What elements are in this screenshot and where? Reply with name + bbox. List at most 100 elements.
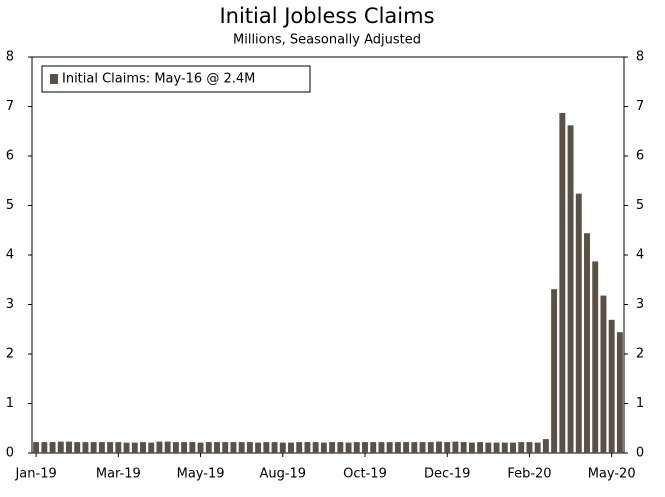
chart-subtitle: Millions, Seasonally Adjusted [233,33,421,48]
bar [82,442,89,453]
y-tick-label: 3 [6,297,14,312]
bar [616,332,623,453]
bar [353,442,360,453]
bar [263,442,270,453]
bar [205,442,212,453]
bar [378,442,385,453]
bar [394,442,401,453]
y2-tick-label: 7 [636,99,644,114]
bar [156,441,163,453]
bar [370,442,377,453]
bar [444,442,451,453]
y2-tick-label: 4 [636,248,644,263]
bar [534,442,541,453]
bar [246,442,253,453]
bar [427,442,434,453]
bar [172,442,179,453]
bar [501,442,508,453]
x-tick-label: May-19 [177,467,225,482]
bar [131,442,138,453]
bar [181,442,188,453]
x-tick-label: Jan-19 [14,467,56,482]
x-tick-label: Aug-19 [259,467,306,482]
bar [304,442,311,453]
bar [452,441,459,453]
bar [345,442,352,453]
bar [600,295,607,453]
bar [567,125,574,453]
bar [271,442,278,453]
bar [436,441,442,453]
bar [559,112,566,453]
bar [66,441,72,453]
bar [41,442,48,453]
y-tick-label: 0 [6,446,14,461]
bar [510,442,516,453]
bar [575,193,582,453]
y2-tick-label: 6 [636,149,644,164]
bar [197,442,204,453]
legend-label: Initial Claims: May-16 @ 2.4M [62,72,255,87]
x-tick-label: Oct-19 [343,467,387,482]
bar [214,442,220,453]
bar [468,442,475,453]
bar [90,442,97,453]
y2-tick-label: 0 [636,446,644,461]
bar [542,439,549,453]
bar [255,442,262,453]
bar [312,442,319,453]
bar [49,442,56,453]
bar [57,441,64,453]
bar [33,442,40,453]
x-tick-label: Dec-19 [424,467,470,482]
bar [329,442,336,453]
x-tick-label: May-20 [588,467,636,482]
legend-box [41,65,311,93]
x-tick-label: Mar-19 [96,467,141,482]
bar [526,442,533,453]
y2-tick-label: 5 [636,198,644,213]
bar [403,442,410,453]
y-tick-label: 5 [6,198,14,213]
bar [148,442,155,453]
chart-title: Initial Jobless Claims [219,4,434,28]
y2-tick-label: 1 [636,396,644,411]
bar [296,442,303,453]
bar [222,442,229,453]
y2-tick-label: 8 [636,50,644,65]
bar [288,442,294,453]
x-tick-label: Feb-20 [507,467,551,482]
y-tick-label: 2 [6,347,14,362]
bar [164,441,171,453]
bar [115,442,122,453]
plot-frame [31,56,625,454]
bar [98,442,105,453]
y2-tick-label: 2 [636,347,644,362]
bar [386,442,393,453]
bar [123,442,130,453]
bar [411,442,418,453]
bar [551,289,558,453]
bar [608,319,615,453]
bar [279,442,286,453]
bar [485,442,492,453]
bar [460,442,467,453]
bar [493,442,500,453]
bar [189,442,196,453]
bar [362,442,368,453]
bar [592,261,599,453]
y-tick-label: 8 [6,50,14,65]
bar [107,442,114,453]
bar [320,442,327,453]
bar [238,442,245,453]
y-tick-label: 7 [6,99,14,114]
bar [584,233,590,453]
bar [140,442,146,453]
bar [230,442,237,453]
bar [419,442,426,453]
legend-swatch [50,74,58,84]
y-tick-label: 4 [6,248,14,263]
bar [337,442,344,453]
